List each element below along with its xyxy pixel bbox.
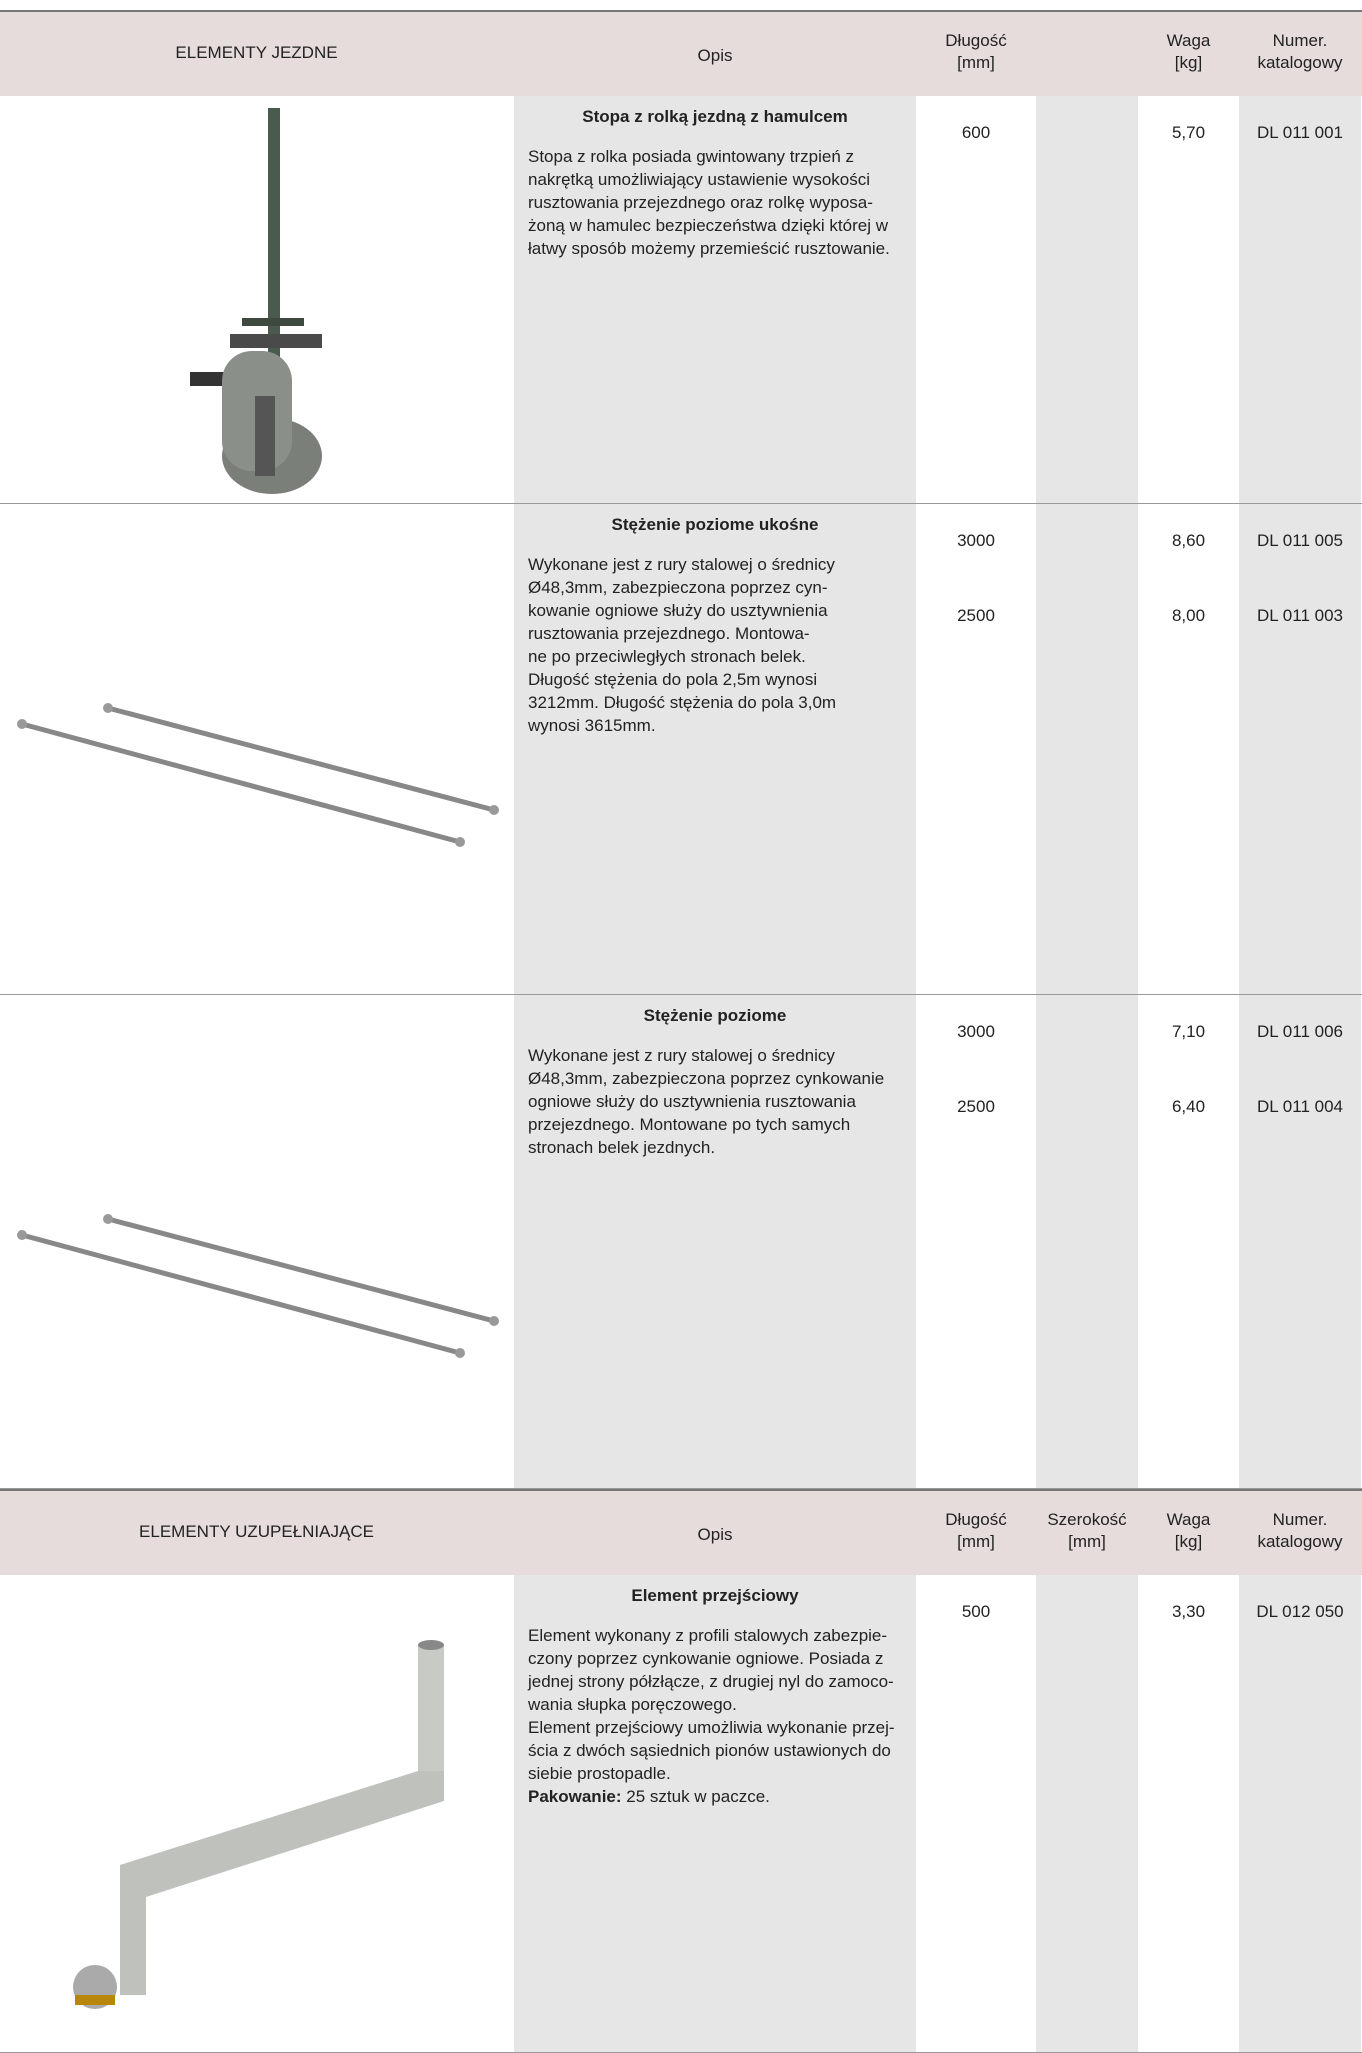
catalog-number: DL 011 006 <box>1256 1022 1343 1041</box>
item-description: rusztowania przejezdnego. Montowa- <box>528 624 810 643</box>
item-description: nakrętką umożliwiający ustawienie wysoko… <box>528 170 871 189</box>
section-name: ELEMENTY JEZDNE <box>175 43 338 62</box>
item-description: ścia z dwóch sąsiednich pionów ustawiony… <box>528 1741 891 1760</box>
header-numer: Numer. <box>1272 31 1328 50</box>
item-description: stronach belek jezdnych. <box>528 1138 716 1157</box>
column-band <box>1239 504 1361 995</box>
packing-label: Pakowanie: <box>528 1787 622 1806</box>
item-description: Ø48,3mm, zabezpieczona poprzez cyn- <box>528 578 828 597</box>
product-image <box>73 1640 444 2009</box>
catalog-number: DL 011 005 <box>1256 531 1343 550</box>
weight: 8,00 <box>1171 606 1206 625</box>
header-dlugosc: [mm] <box>957 1532 995 1551</box>
length: 600 <box>961 123 991 142</box>
column-band <box>514 995 916 1489</box>
item-description: siebie prostopadle. <box>528 1764 671 1783</box>
header-waga: [kg] <box>1174 1532 1203 1551</box>
item-description: wania słupka poręczowego. <box>528 1695 737 1714</box>
section-name: ELEMENTY UZUPEŁNIAJĄCE <box>139 1522 374 1541</box>
item-description: wynosi 3615mm. <box>528 716 656 735</box>
header-numer: Numer. <box>1272 1510 1328 1529</box>
header-dlugosc: Długość <box>945 1510 1007 1529</box>
item-description: Wykonane jest z rury stalowej o średnicy <box>528 1046 835 1065</box>
column-band <box>1239 96 1361 504</box>
length: 2500 <box>957 606 995 625</box>
item-description: ne po przeciwległych stronach belek. <box>528 647 806 666</box>
item-description: jednej strony półzłącze, z drugiej nyl d… <box>528 1672 894 1691</box>
row-border <box>0 503 1362 504</box>
item-description: ogniowe służy do usztywnienia rusztowani… <box>528 1092 856 1111</box>
catalog-number: DL 011 003 <box>1256 606 1343 625</box>
item-description: żoną w hamulec bezpieczeństwa dzięki któ… <box>528 216 889 235</box>
weight: 7,10 <box>1171 1022 1206 1041</box>
column-band <box>514 96 916 504</box>
item-description: Element przejściowy umożliwia wykonanie … <box>528 1718 895 1737</box>
catalog-number: DL 011 001 <box>1256 123 1343 142</box>
item-title: Stopa z rolką jezdną z hamulcem <box>582 107 848 126</box>
column-band <box>1036 995 1138 1489</box>
item-title: Stężenie poziome <box>643 1006 787 1025</box>
header-szerokosc: [mm] <box>1068 1532 1106 1551</box>
item-packing: Pakowanie: 25 sztuk w paczce. <box>528 1786 770 1808</box>
length: 3000 <box>957 1022 995 1041</box>
header-opis: Opis <box>697 1525 733 1544</box>
length: 3000 <box>957 531 995 550</box>
header-dlugosc: [mm] <box>957 53 995 72</box>
column-band <box>514 504 916 995</box>
item-description: 3212mm. Długość stężenia do pola 3,0m <box>528 693 837 712</box>
item-description: Stopa z rolka posiada gwintowany trzpień… <box>528 147 855 166</box>
item-description: czony poprzez cynkowanie ogniowe. Posiad… <box>528 1649 884 1668</box>
column-band <box>1036 504 1138 995</box>
product-image <box>190 108 322 494</box>
weight: 5,70 <box>1171 123 1206 142</box>
column-band <box>514 1575 916 2053</box>
item-description: przejezdnego. Montowane po tych samych <box>528 1115 851 1134</box>
header-szerokosc: Szerokość <box>1047 1510 1127 1529</box>
item-description: Element wykonany z profili stalowych zab… <box>528 1626 888 1645</box>
header-waga: Waga <box>1166 31 1211 50</box>
item-description: Ø48,3mm, zabezpieczona poprzez cynkowani… <box>528 1069 885 1088</box>
item-description: łatwy sposób możemy przemieścić rusztowa… <box>528 239 890 258</box>
row-border <box>0 994 1362 995</box>
catalog-number: DL 012 050 <box>1256 1602 1344 1621</box>
header-band <box>0 10 1362 96</box>
column-band <box>1239 995 1361 1489</box>
row-border <box>0 1488 1362 1489</box>
header-numer: katalogowy <box>1257 1532 1343 1551</box>
column-band <box>1036 96 1138 504</box>
header-numer: katalogowy <box>1257 53 1343 72</box>
weight: 8,60 <box>1171 531 1206 550</box>
product-image <box>17 1214 499 1358</box>
column-band <box>1239 1575 1361 2053</box>
header-waga: [kg] <box>1174 53 1203 72</box>
header-band <box>0 1489 1362 1575</box>
item-description: rusztowania przejezdnego oraz rolkę wypo… <box>528 193 873 212</box>
weight: 3,30 <box>1171 1602 1206 1621</box>
header-dlugosc: Długość <box>945 31 1007 50</box>
header-opis: Opis <box>697 46 733 65</box>
column-band <box>1036 1575 1138 2053</box>
item-description: Długość stężenia do pola 2,5m wynosi <box>528 670 818 689</box>
item-title: Stężenie poziome ukośne <box>611 515 819 534</box>
item-description: kowanie ogniowe służy do usztywnienia <box>528 601 828 620</box>
catalog-number: DL 011 004 <box>1256 1097 1343 1116</box>
weight: 6,40 <box>1171 1097 1206 1116</box>
item-description: Wykonane jest z rury stalowej o średnicy <box>528 555 835 574</box>
product-image <box>17 703 499 847</box>
header-waga: Waga <box>1166 1510 1211 1529</box>
packing-text: 25 sztuk w paczce. <box>621 1787 770 1806</box>
item-title: Element przejściowy <box>631 1586 799 1605</box>
length: 2500 <box>957 1097 995 1116</box>
length: 500 <box>961 1602 991 1621</box>
